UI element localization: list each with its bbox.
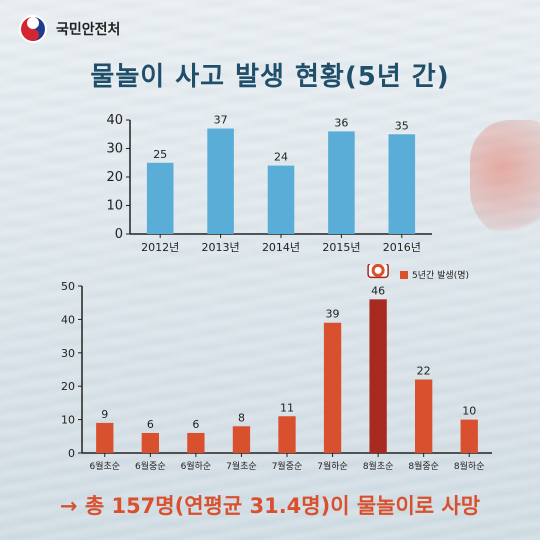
bar — [460, 419, 478, 453]
y-tick-label: 0 — [115, 227, 123, 242]
yearly-bar-chart: 0 10 20 30 40 25 2012년 37 2013년 24 2014년 36 2015년 35 2… — [106, 113, 432, 254]
bar — [278, 416, 296, 453]
header: 국민안전처 — [18, 14, 120, 44]
bar — [141, 432, 159, 453]
y-tick-label: 20 — [61, 380, 75, 393]
bar — [388, 134, 416, 234]
data-label: 46 — [371, 284, 385, 297]
y-tick-label: 10 — [61, 414, 75, 427]
data-label: 9 — [101, 408, 108, 421]
x-tick-label: 6월하순 — [181, 460, 212, 472]
bar — [323, 322, 342, 453]
org-name: 국민안전처 — [56, 22, 121, 38]
bar — [415, 379, 433, 453]
lifebuoy-icon — [367, 264, 389, 279]
y-tick-label: 40 — [61, 313, 75, 326]
bar — [96, 422, 114, 453]
data-label: 37 — [214, 114, 228, 127]
x-tick-label: 8월중순 — [408, 460, 439, 472]
data-label: 6 — [147, 418, 154, 431]
legend-label: 5년간 발생(명) — [412, 270, 469, 281]
x-tick-label: 2012년 — [141, 241, 179, 254]
x-tick-label: 8월하순 — [454, 460, 485, 472]
bar — [187, 432, 205, 453]
y-tick-label: 30 — [61, 347, 75, 360]
x-tick-label: 2013년 — [202, 241, 240, 254]
data-label: 11 — [280, 401, 294, 414]
legend-swatch — [400, 271, 408, 279]
data-label: 6 — [192, 418, 199, 431]
y-tick-label: 50 — [61, 280, 75, 293]
data-label: 25 — [153, 148, 167, 161]
y-tick-label: 40 — [106, 113, 123, 128]
data-label: 8 — [238, 411, 245, 424]
x-tick-label: 2016년 — [383, 241, 421, 254]
y-tick-label: 0 — [68, 447, 75, 460]
x-tick-label: 7월하순 — [317, 460, 348, 472]
period-bar-chart: 0 10 20 30 40 50 9 6월초순 6 6월중순 6 6월하순 8 7월초순 11 7월중순 39 7… — [61, 264, 492, 472]
data-label: 39 — [326, 308, 340, 321]
bar — [232, 426, 251, 453]
bar — [267, 165, 295, 234]
y-tick-label: 30 — [106, 142, 123, 157]
x-tick-label: 6월중순 — [135, 460, 166, 472]
summary-text: → 총 157명(연평균 31.4명)이 물놀이로 사망 — [59, 494, 481, 518]
bar — [146, 162, 174, 234]
bar — [207, 128, 234, 234]
data-label: 22 — [417, 365, 431, 378]
x-tick-label: 2015년 — [322, 241, 360, 254]
x-tick-label: 7월중순 — [272, 460, 303, 472]
y-tick-label: 20 — [106, 170, 123, 185]
bar — [369, 299, 387, 453]
x-tick-label: 7월초순 — [226, 460, 257, 472]
data-label: 36 — [334, 116, 348, 129]
bar — [328, 131, 355, 234]
page-title: 물놀이 사고 발생 현황(5년 간) — [90, 62, 450, 92]
background-swimmer — [470, 120, 540, 240]
data-label: 10 — [462, 405, 476, 418]
x-tick-label: 2014년 — [262, 241, 300, 254]
data-label: 35 — [395, 119, 409, 132]
taegeuk-logo-icon — [19, 15, 47, 43]
data-label: 24 — [274, 151, 288, 164]
y-tick-label: 10 — [106, 199, 123, 214]
x-tick-label: 6월초순 — [89, 460, 120, 472]
x-tick-label: 8월초순 — [363, 460, 394, 472]
